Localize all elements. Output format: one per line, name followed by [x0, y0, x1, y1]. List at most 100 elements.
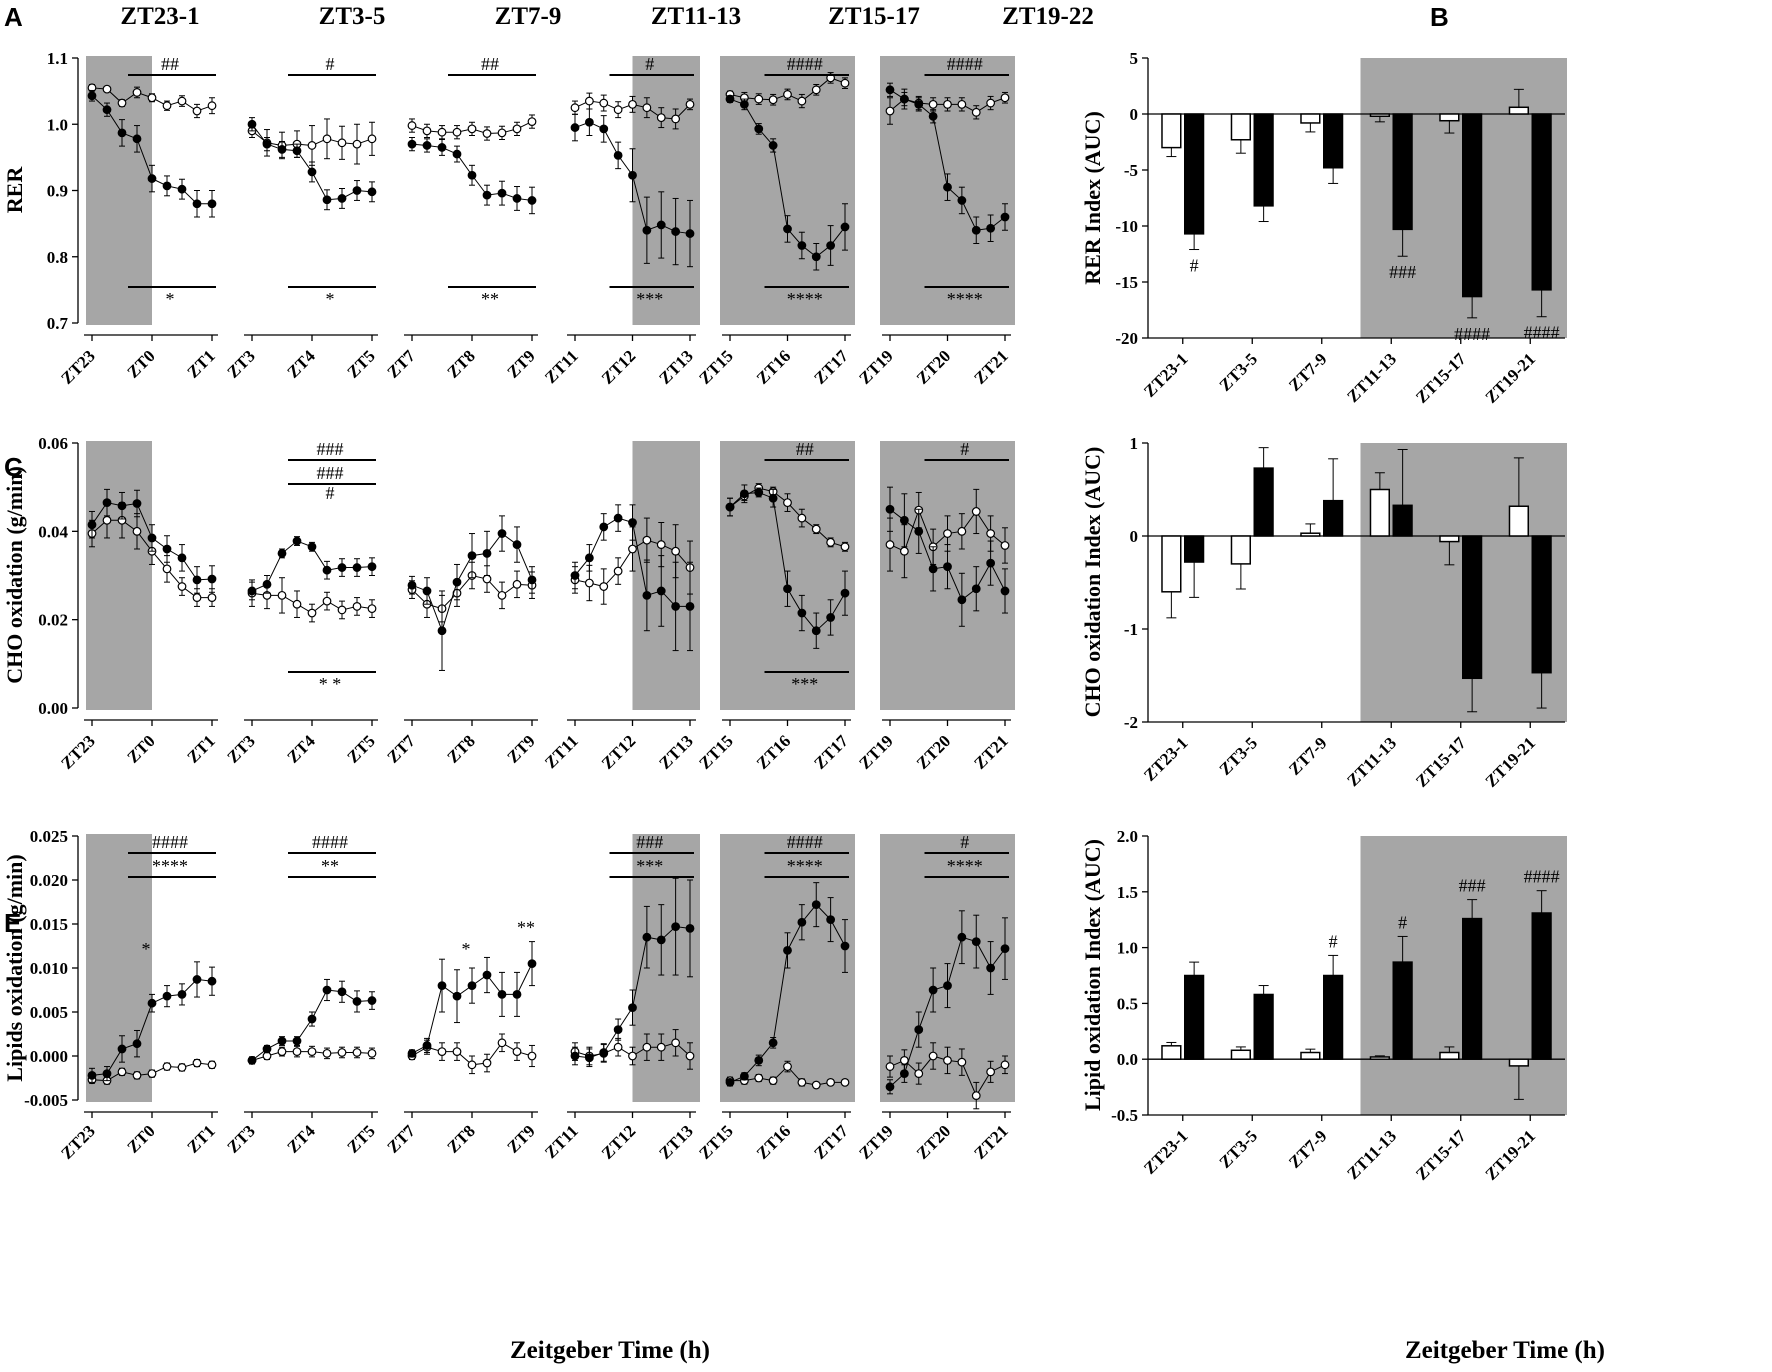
open-point	[277, 1047, 287, 1056]
filled-point	[192, 975, 202, 984]
x-tick-label: ZT20	[913, 731, 954, 772]
open-bar	[1369, 113, 1390, 117]
open-point	[754, 94, 764, 104]
open-point	[599, 582, 609, 591]
x-tick-label: ZT8	[443, 1121, 478, 1156]
open-point	[147, 1069, 157, 1078]
x-tick-label: ZT16	[753, 1121, 794, 1162]
open-point	[943, 529, 952, 538]
open-point	[437, 127, 447, 137]
x-tick-label: ZT17	[810, 1121, 852, 1163]
significance-marker: #	[326, 54, 335, 74]
filled-point	[527, 575, 537, 585]
filled-bar	[1462, 535, 1483, 680]
x-tick-label: ZT19-21	[1482, 349, 1540, 407]
open-point	[527, 117, 537, 126]
x-tick-label: ZT15-17	[1412, 1126, 1470, 1184]
open-point	[642, 535, 652, 545]
filled-point	[783, 584, 792, 594]
filled-point	[277, 145, 287, 154]
filled-point	[928, 564, 938, 574]
open-point	[986, 98, 996, 108]
filled-bar	[1462, 113, 1483, 298]
subplot-zt7: ZT7 ZT8 ZT9	[383, 515, 539, 767]
filled-point	[685, 602, 695, 611]
x-tick-label: ZT23	[57, 346, 98, 387]
subplot-zt23: ZT23 ZT0 ZT1 ## *	[57, 54, 218, 388]
x-tick-label: ZT16	[753, 731, 794, 772]
open-point	[671, 1038, 681, 1048]
open-point	[685, 1051, 695, 1061]
filled-point	[1000, 212, 1010, 222]
open-point	[322, 134, 332, 144]
y-tick-label: 0.005	[30, 1003, 68, 1022]
filled-point	[247, 119, 257, 129]
y-tick-label: 0.015	[30, 915, 68, 934]
open-point	[307, 141, 317, 150]
filled-point	[497, 188, 507, 198]
y-tick-label: 0.02	[38, 611, 68, 630]
panel-d-cho-index: CHO oxidation Index (AUC) -2 -1 0 1 ZT23-1 ZT3…	[1080, 434, 1567, 791]
open-point	[497, 1038, 507, 1048]
x-tick-label: ZT5	[343, 1121, 378, 1156]
window-title-0: ZT23-1	[120, 3, 199, 30]
x-tick-label: ZT4	[283, 731, 319, 767]
open-point	[177, 582, 187, 591]
y-axis-label: Lipid oxidation Index (AUC)	[1080, 839, 1105, 1111]
x-tick-label: ZT7	[383, 1121, 419, 1157]
filled-point	[147, 174, 157, 183]
y-tick-label: 0.7	[47, 314, 69, 333]
filled-point	[452, 577, 462, 587]
x-tick-label: ZT5	[343, 346, 378, 381]
open-point	[811, 524, 821, 534]
x-tick-label: ZT7	[383, 346, 419, 382]
significance-marker: *	[166, 289, 175, 309]
x-tick-label: ZT7-9	[1285, 349, 1330, 394]
significance-marker: #	[645, 54, 654, 74]
subplot-zt23: ZT23 ZT0 ZT1	[57, 441, 219, 773]
filled-point	[628, 170, 637, 180]
open-bar	[1161, 1045, 1182, 1060]
open-point	[367, 604, 377, 614]
significance-marker: ***	[791, 674, 818, 694]
open-point	[971, 107, 981, 117]
filled-point	[307, 1014, 317, 1024]
open-point	[957, 99, 967, 109]
open-point	[192, 106, 202, 116]
open-point	[628, 1051, 637, 1061]
open-point	[826, 1077, 836, 1087]
filled-point	[613, 513, 623, 523]
open-point	[162, 1062, 172, 1071]
subplot-zt19: ZT19 ZT20 ZT21 #	[855, 439, 1015, 773]
open-point	[628, 99, 637, 109]
open-point	[337, 138, 347, 148]
filled-point	[87, 1070, 97, 1080]
x-tick-label: ZT15	[695, 731, 736, 772]
filled-point	[87, 91, 97, 101]
y-tick-label: -2	[1124, 713, 1138, 732]
x-tick-label: ZT13	[655, 731, 696, 772]
filled-point	[132, 134, 142, 144]
filled-point	[642, 225, 652, 235]
open-point	[986, 1067, 996, 1077]
x-tick-label: ZT1	[183, 1121, 218, 1156]
filled-point	[337, 563, 347, 572]
open-point	[584, 96, 594, 106]
y-tick-label: 0.0	[1117, 1050, 1138, 1069]
open-point	[482, 129, 492, 138]
x-tick-label: ZT19	[855, 1121, 896, 1162]
filled-point	[826, 241, 836, 250]
open-point	[117, 1067, 127, 1077]
filled-point	[783, 946, 792, 955]
open-point	[943, 1055, 952, 1065]
open-point	[117, 98, 127, 108]
open-point	[147, 93, 157, 103]
filled-point	[132, 499, 142, 508]
open-point	[102, 515, 112, 525]
open-point	[642, 103, 652, 113]
open-bar	[1230, 1049, 1251, 1060]
open-point	[656, 540, 666, 549]
window-title-5: ZT19-22	[1002, 3, 1094, 30]
open-point	[277, 590, 287, 600]
open-point	[754, 1073, 764, 1083]
